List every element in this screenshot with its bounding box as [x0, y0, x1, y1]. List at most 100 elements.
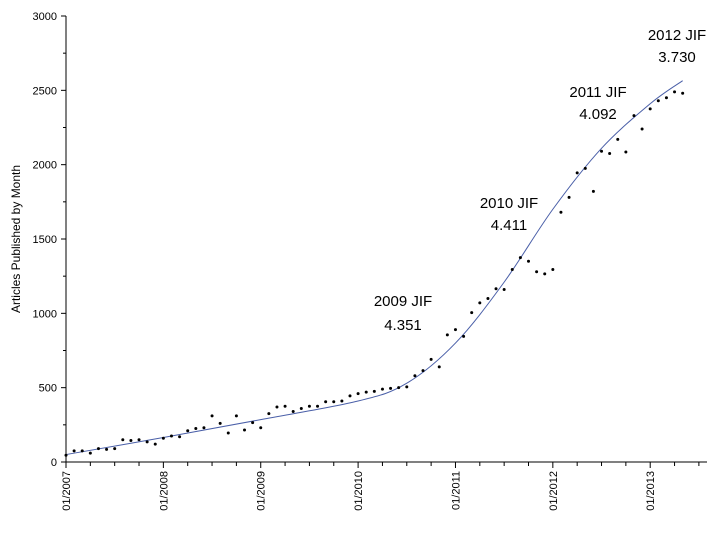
data-point — [145, 440, 149, 444]
data-point — [307, 404, 311, 408]
fit-line — [65, 80, 683, 456]
annotation-2010-jif: 2010 JIF — [480, 195, 538, 212]
data-point — [105, 447, 109, 451]
annotation-2012-jif-value: 3.730 — [658, 49, 696, 66]
y-tick-label: 500 — [39, 383, 57, 395]
annotation-2011-jif-value: 4.092 — [579, 106, 617, 123]
annotation-2009-jif-value: 4.351 — [384, 317, 422, 334]
data-point — [486, 296, 490, 300]
data-point — [186, 429, 190, 433]
x-tick-label: 01/2007 — [61, 471, 73, 511]
data-point — [153, 442, 157, 446]
y-tick-label: 3000 — [33, 11, 57, 23]
data-point — [121, 438, 125, 442]
axes — [65, 16, 707, 463]
data-point — [535, 270, 539, 274]
data-point — [429, 357, 433, 361]
data-point — [80, 449, 84, 453]
x-tick-label: 01/2008 — [158, 471, 170, 511]
data-point — [356, 392, 360, 396]
x-ticks: 01/2007 01/2008 01/2009 01/2010 01/2011 01/20… — [61, 462, 700, 511]
data-point — [316, 404, 320, 408]
y-tick-label: 0 — [51, 457, 57, 469]
data-point — [340, 399, 344, 403]
data-point — [389, 386, 393, 390]
data-point — [169, 434, 173, 438]
data-point — [88, 451, 92, 455]
data-point — [251, 421, 255, 425]
x-tick-label: 01/2010 — [353, 471, 365, 511]
annotation-2009-jif: 2009 JIF — [374, 293, 432, 310]
data-point — [648, 107, 652, 111]
data-point — [494, 287, 498, 291]
data-point — [583, 166, 587, 170]
data-point — [372, 389, 376, 393]
data-point — [478, 301, 482, 305]
data-point — [624, 150, 628, 154]
y-tick-label: 1000 — [33, 308, 57, 320]
data-point — [218, 421, 222, 425]
data-point — [575, 171, 579, 175]
data-point — [543, 272, 547, 276]
y-axis-title: Articles Published by Month — [9, 165, 23, 313]
data-point — [72, 449, 76, 453]
data-point — [332, 400, 336, 404]
data-point — [275, 405, 279, 409]
data-point — [161, 436, 165, 440]
data-point — [283, 404, 287, 408]
data-point — [299, 406, 303, 410]
data-point — [380, 387, 384, 391]
data-point — [113, 447, 117, 451]
data-point — [656, 99, 660, 103]
data-point — [364, 390, 368, 394]
data-point — [194, 427, 198, 431]
y-tick-label: 1500 — [33, 234, 57, 246]
y-tick-label: 2500 — [33, 85, 57, 97]
data-point — [567, 195, 571, 199]
data-point — [470, 311, 474, 315]
data-point — [518, 256, 522, 260]
data-point — [348, 394, 352, 398]
data-point — [137, 438, 141, 442]
data-point — [502, 288, 506, 292]
data-point — [632, 114, 636, 118]
data-point — [324, 400, 328, 404]
data-point — [640, 127, 644, 131]
data-point — [178, 435, 182, 439]
data-point — [397, 386, 401, 390]
data-point — [129, 438, 133, 442]
data-point — [600, 149, 604, 153]
data-point — [226, 431, 230, 435]
annotation-2010-jif-value: 4.411 — [491, 217, 527, 234]
data-point — [421, 369, 425, 373]
data-point — [413, 374, 417, 378]
data-point — [559, 210, 563, 214]
data-point — [291, 409, 295, 413]
data-point — [445, 333, 449, 337]
annotations: 2009 JIF 4.351 2010 JIF 4.411 2011 JIF 4… — [374, 27, 706, 334]
data-point — [210, 414, 214, 418]
data-point — [664, 96, 668, 100]
x-tick-label: 01/2013 — [645, 471, 657, 511]
data-point — [673, 90, 677, 94]
data-point — [526, 259, 530, 263]
data-point — [510, 267, 514, 271]
x-tick-label: 01/2009 — [256, 471, 268, 511]
data-points — [64, 90, 685, 457]
data-point — [64, 453, 68, 457]
x-tick-label: 01/2012 — [548, 471, 560, 511]
data-point — [681, 91, 685, 95]
x-tick-label: 01/2011 — [450, 471, 462, 510]
data-point — [453, 328, 457, 332]
annotation-2012-jif: 2012 JIF — [648, 27, 706, 44]
data-point — [259, 426, 263, 430]
data-point — [591, 189, 595, 193]
data-point — [96, 447, 100, 451]
annotation-2011-jif: 2011 JIF — [569, 84, 626, 101]
data-point — [608, 152, 612, 156]
data-point — [243, 428, 247, 432]
data-point — [616, 137, 620, 141]
data-point — [437, 365, 441, 369]
y-ticks: 0 500 1000 1500 2000 2500 3000 — [33, 11, 66, 469]
